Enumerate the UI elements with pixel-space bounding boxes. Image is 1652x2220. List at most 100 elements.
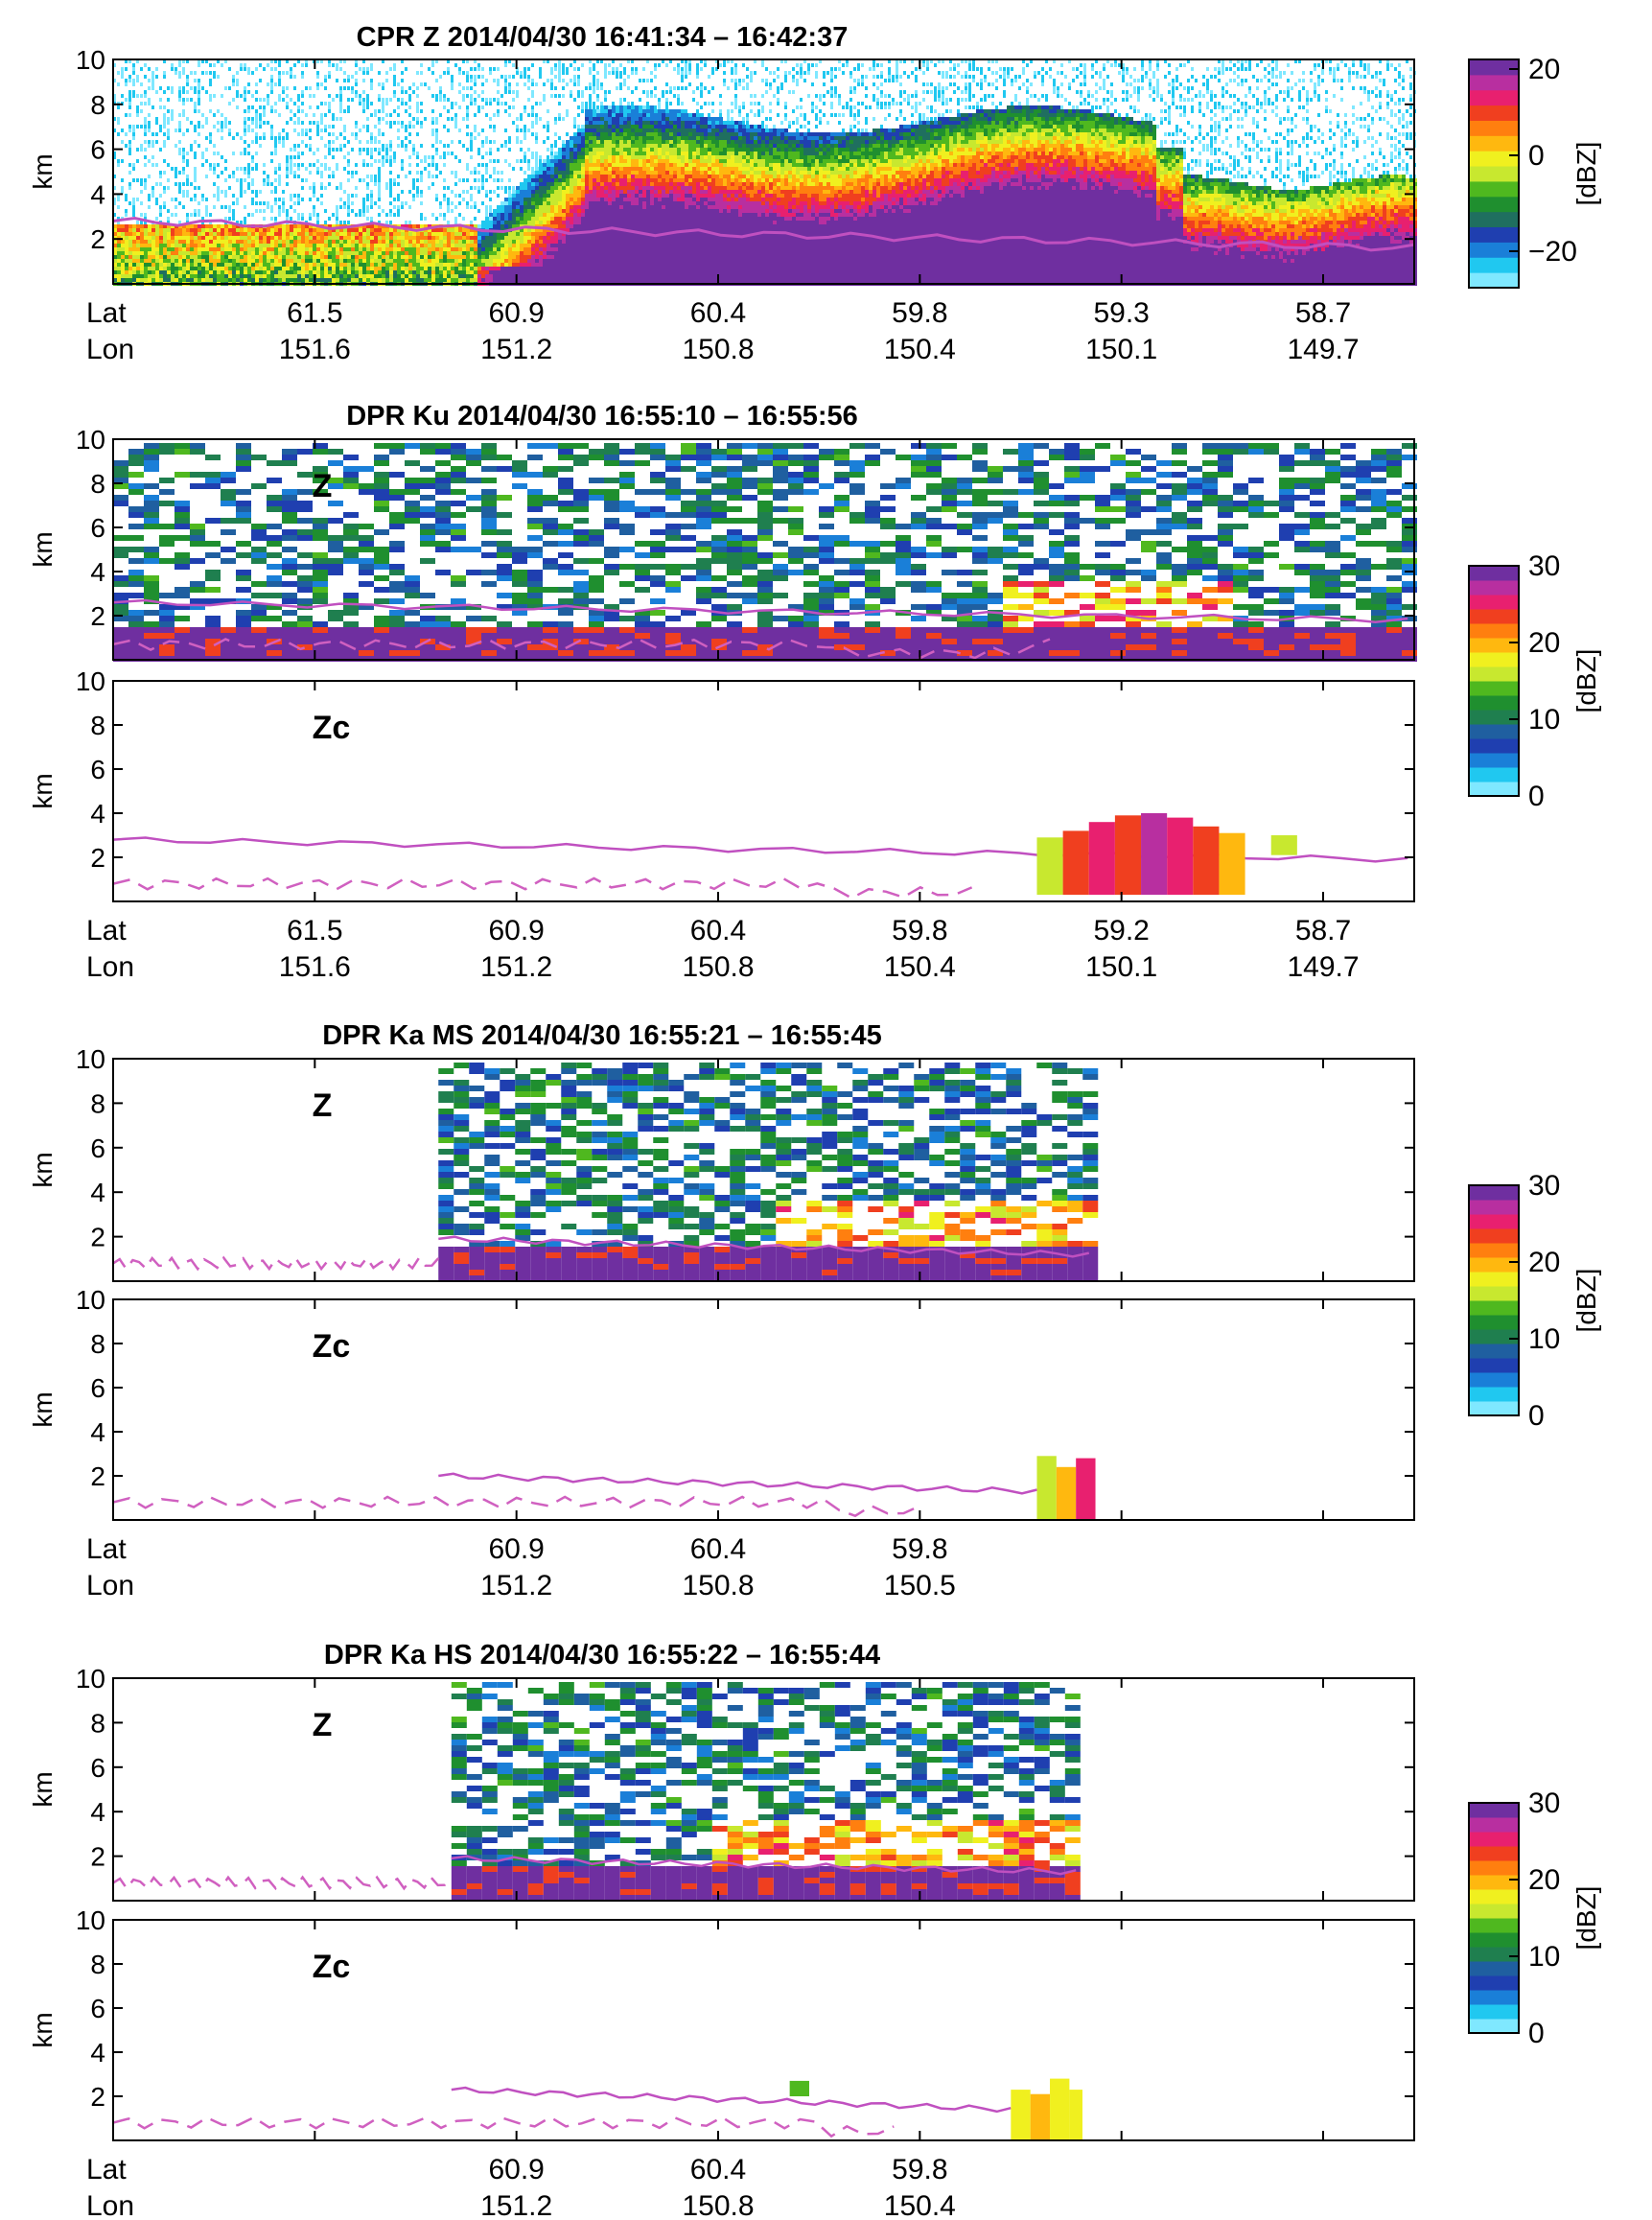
heatmap-cell bbox=[585, 163, 589, 167]
heatmap-cell bbox=[132, 270, 136, 274]
heatmap-cell bbox=[320, 274, 324, 278]
heatmap-cell bbox=[512, 205, 516, 209]
heatmap-cell bbox=[489, 267, 493, 270]
heatmap-cell bbox=[290, 236, 293, 240]
heatmap-cell bbox=[267, 175, 269, 178]
heatmap-cell bbox=[631, 136, 635, 140]
heatmap-cell bbox=[635, 178, 639, 182]
heatmap-cell bbox=[274, 278, 278, 282]
heatmap-cell bbox=[370, 205, 373, 209]
heatmap-cell bbox=[198, 259, 201, 263]
heatmap-cell bbox=[627, 178, 631, 182]
heatmap-cell bbox=[428, 247, 431, 251]
heatmap-cell bbox=[650, 148, 654, 152]
heatmap-cell bbox=[604, 171, 608, 175]
heatmap-cell bbox=[616, 155, 619, 159]
heatmap-cell bbox=[144, 213, 147, 217]
heatmap-cell bbox=[493, 263, 497, 267]
heatmap-cell bbox=[550, 175, 554, 178]
heatmap-cell bbox=[512, 247, 516, 251]
heatmap-cell bbox=[596, 79, 599, 82]
heatmap-cell bbox=[500, 144, 503, 148]
heatmap-cell bbox=[508, 259, 512, 263]
heatmap-cell bbox=[619, 178, 623, 182]
heatmap-cell bbox=[290, 159, 292, 163]
heatmap-cell bbox=[493, 244, 497, 247]
heatmap-cell bbox=[401, 121, 404, 125]
heatmap-cell bbox=[554, 190, 558, 194]
heatmap-cell bbox=[213, 228, 217, 232]
heatmap-cell bbox=[466, 228, 470, 232]
heatmap-cell bbox=[623, 125, 627, 129]
heatmap-cell bbox=[639, 255, 642, 259]
heatmap-cell bbox=[596, 217, 600, 221]
heatmap-cell bbox=[339, 67, 342, 71]
heatmap-cell bbox=[508, 190, 511, 194]
heatmap-cell bbox=[412, 117, 415, 121]
heatmap-cell bbox=[274, 224, 278, 228]
heatmap-cell bbox=[378, 186, 381, 190]
heatmap-cell bbox=[351, 75, 354, 79]
heatmap-cell bbox=[217, 251, 221, 255]
heatmap-cell bbox=[351, 270, 355, 274]
heatmap-cell bbox=[217, 247, 221, 251]
heatmap-cell bbox=[366, 71, 369, 75]
heatmap-cell bbox=[382, 163, 384, 167]
heatmap-cell bbox=[205, 267, 209, 270]
heatmap-cell bbox=[305, 59, 308, 63]
heatmap-cell bbox=[600, 274, 604, 278]
heatmap-cell bbox=[443, 232, 447, 236]
heatmap-cell bbox=[217, 232, 221, 236]
heatmap-cell bbox=[481, 270, 485, 274]
heatmap-cell bbox=[573, 125, 576, 129]
heatmap-cell bbox=[313, 244, 316, 247]
heatmap-cell bbox=[320, 186, 323, 190]
heatmap-cell bbox=[309, 267, 313, 270]
heatmap-cell bbox=[623, 232, 627, 236]
heatmap-cell bbox=[316, 263, 320, 267]
heatmap-cell bbox=[616, 186, 619, 190]
heatmap-cell bbox=[635, 129, 639, 132]
heatmap-cell bbox=[236, 232, 240, 236]
heatmap-cell bbox=[573, 247, 577, 251]
heatmap-cell bbox=[224, 86, 227, 90]
heatmap-cell bbox=[194, 198, 197, 201]
heatmap-cell bbox=[117, 117, 120, 121]
heatmap-cell bbox=[393, 232, 397, 236]
heatmap-cell bbox=[593, 221, 596, 224]
heatmap-cell bbox=[451, 236, 454, 240]
heatmap-cell bbox=[221, 94, 223, 98]
heatmap-cell bbox=[144, 94, 147, 98]
heatmap-cell bbox=[301, 232, 305, 236]
heatmap-cell bbox=[566, 113, 569, 117]
heatmap-cell bbox=[639, 224, 642, 228]
heatmap-cell bbox=[270, 136, 273, 140]
heatmap-cell bbox=[416, 270, 420, 274]
heatmap-cell bbox=[616, 221, 619, 224]
heatmap-cell bbox=[558, 190, 562, 194]
heatmap-cell bbox=[485, 221, 489, 224]
heatmap-cell bbox=[178, 125, 181, 129]
heatmap-cell bbox=[255, 228, 259, 232]
heatmap-cell bbox=[274, 167, 277, 171]
heatmap-cell bbox=[550, 79, 553, 82]
heatmap-cell bbox=[378, 167, 381, 171]
heatmap-cell bbox=[293, 232, 297, 236]
heatmap-cell bbox=[646, 109, 650, 113]
heatmap-cell bbox=[566, 244, 570, 247]
heatmap-cell bbox=[566, 228, 570, 232]
heatmap-cell bbox=[313, 213, 315, 217]
heatmap-cell bbox=[443, 274, 447, 278]
heatmap-cell bbox=[194, 251, 198, 255]
heatmap-cell bbox=[508, 194, 512, 198]
heatmap-cell bbox=[577, 144, 581, 148]
heatmap-cell bbox=[497, 263, 500, 267]
heatmap-cell bbox=[642, 129, 646, 132]
heatmap-cell bbox=[604, 247, 608, 251]
heatmap-cell bbox=[247, 105, 250, 109]
heatmap-cell bbox=[558, 136, 561, 140]
heatmap-cell bbox=[255, 259, 259, 263]
heatmap-cell bbox=[562, 278, 566, 282]
heatmap-cell bbox=[535, 251, 539, 255]
heatmap-cell bbox=[481, 182, 484, 186]
